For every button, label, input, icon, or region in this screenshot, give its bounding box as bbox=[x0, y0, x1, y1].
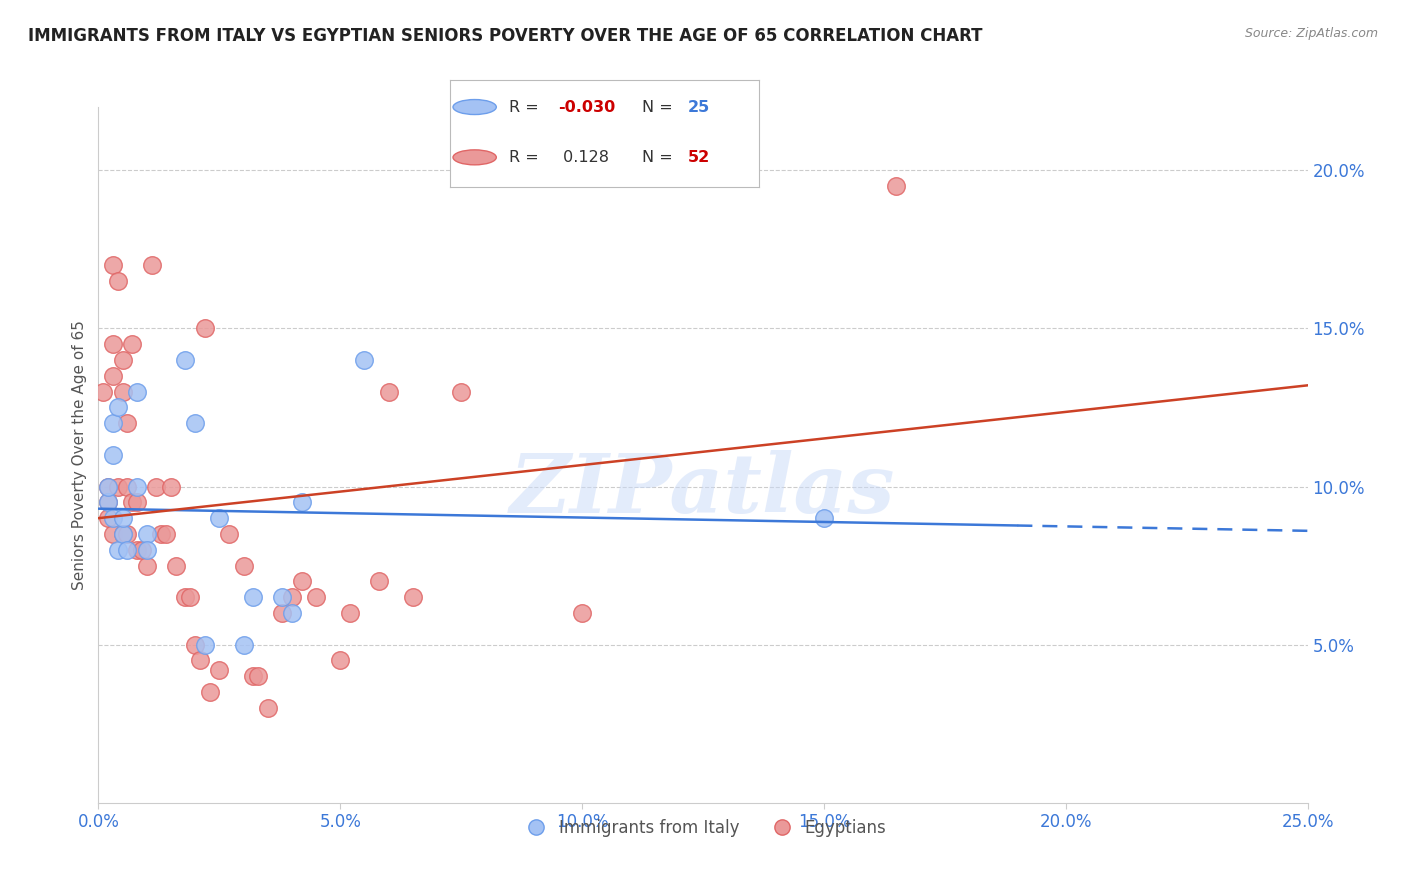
Point bbox=[101, 368, 124, 383]
Point bbox=[111, 353, 134, 368]
Point bbox=[232, 638, 254, 652]
Point bbox=[101, 448, 124, 462]
Point bbox=[111, 527, 134, 541]
Point bbox=[101, 258, 124, 272]
Point bbox=[886, 179, 908, 194]
Point bbox=[97, 495, 120, 509]
Point bbox=[101, 337, 124, 351]
Point bbox=[165, 558, 187, 573]
Text: N =: N = bbox=[641, 150, 678, 165]
Point bbox=[101, 417, 124, 431]
Point bbox=[117, 542, 139, 557]
Point bbox=[208, 511, 231, 525]
Point bbox=[813, 511, 835, 525]
Point bbox=[368, 574, 391, 589]
Point bbox=[194, 321, 217, 335]
Point bbox=[127, 384, 149, 399]
Point bbox=[174, 353, 197, 368]
Circle shape bbox=[453, 150, 496, 165]
Point bbox=[271, 606, 294, 620]
Point bbox=[377, 384, 399, 399]
Text: IMMIGRANTS FROM ITALY VS EGYPTIAN SENIORS POVERTY OVER THE AGE OF 65 CORRELATION: IMMIGRANTS FROM ITALY VS EGYPTIAN SENIOR… bbox=[28, 27, 983, 45]
Point bbox=[232, 558, 254, 573]
Point bbox=[127, 495, 149, 509]
Point bbox=[188, 653, 211, 667]
Point bbox=[339, 606, 361, 620]
Point bbox=[111, 511, 134, 525]
Text: 52: 52 bbox=[688, 150, 710, 165]
Point bbox=[247, 669, 270, 683]
Point bbox=[194, 638, 217, 652]
Point bbox=[107, 274, 129, 288]
Point bbox=[179, 591, 201, 605]
Point bbox=[290, 574, 312, 589]
Point bbox=[281, 606, 304, 620]
Point bbox=[121, 337, 143, 351]
Point bbox=[101, 511, 124, 525]
Point bbox=[97, 479, 120, 493]
Point bbox=[184, 417, 207, 431]
Text: N =: N = bbox=[641, 100, 678, 114]
Text: R =: R = bbox=[509, 100, 544, 114]
Point bbox=[290, 495, 312, 509]
Point bbox=[155, 527, 177, 541]
Point bbox=[135, 542, 157, 557]
Point bbox=[450, 384, 472, 399]
Point bbox=[111, 384, 134, 399]
Point bbox=[97, 479, 120, 493]
Y-axis label: Seniors Poverty Over the Age of 65: Seniors Poverty Over the Age of 65 bbox=[72, 320, 87, 590]
Point bbox=[242, 591, 264, 605]
Point bbox=[117, 479, 139, 493]
Point bbox=[198, 685, 221, 699]
Legend: Immigrants from Italy, Egyptians: Immigrants from Italy, Egyptians bbox=[513, 812, 893, 843]
Point bbox=[256, 701, 278, 715]
Point bbox=[141, 258, 163, 272]
Text: 25: 25 bbox=[688, 100, 710, 114]
Text: Source: ZipAtlas.com: Source: ZipAtlas.com bbox=[1244, 27, 1378, 40]
Point bbox=[107, 479, 129, 493]
Point bbox=[353, 353, 375, 368]
Point bbox=[97, 495, 120, 509]
Point bbox=[117, 417, 139, 431]
Text: 0.128: 0.128 bbox=[558, 150, 609, 165]
Point bbox=[127, 542, 149, 557]
Point bbox=[127, 479, 149, 493]
Point bbox=[218, 527, 240, 541]
Point bbox=[131, 542, 153, 557]
Point bbox=[305, 591, 328, 605]
Point bbox=[329, 653, 352, 667]
Text: ZIPatlas: ZIPatlas bbox=[510, 450, 896, 530]
Circle shape bbox=[453, 100, 496, 114]
Point bbox=[121, 495, 143, 509]
Point bbox=[271, 591, 294, 605]
Point bbox=[208, 663, 231, 677]
Point bbox=[117, 527, 139, 541]
Point bbox=[107, 542, 129, 557]
Point bbox=[242, 669, 264, 683]
Point bbox=[145, 479, 167, 493]
Point bbox=[111, 527, 134, 541]
Point bbox=[160, 479, 183, 493]
Point bbox=[150, 527, 173, 541]
Point bbox=[91, 384, 114, 399]
Point bbox=[135, 558, 157, 573]
Point bbox=[281, 591, 304, 605]
Point bbox=[174, 591, 197, 605]
Point bbox=[135, 527, 157, 541]
Point bbox=[571, 606, 593, 620]
Text: -0.030: -0.030 bbox=[558, 100, 616, 114]
Point bbox=[402, 591, 425, 605]
Point bbox=[184, 638, 207, 652]
Text: R =: R = bbox=[509, 150, 544, 165]
Point bbox=[101, 527, 124, 541]
Point bbox=[97, 511, 120, 525]
Point bbox=[107, 401, 129, 415]
